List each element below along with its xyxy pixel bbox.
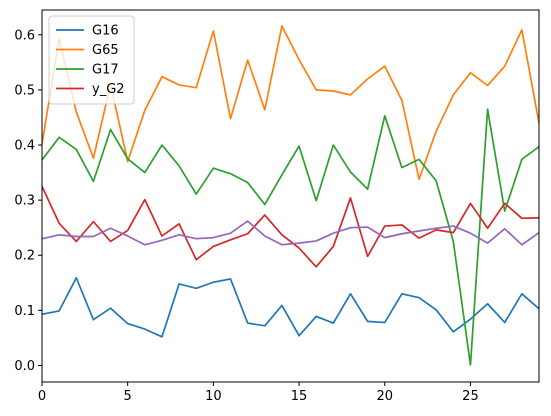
y-axis: 0.0 0.1 0.2 0.3 0.4 0.5 0.6 <box>14 28 42 374</box>
legend-label: G17 <box>92 63 119 78</box>
legend: G16 G65 G17 y_G2 <box>48 15 135 105</box>
series-line-g16 <box>42 276 539 338</box>
x-tick-label: 5 <box>124 389 132 404</box>
legend-label: G65 <box>92 43 119 58</box>
y-tick-label: 0.5 <box>14 83 35 98</box>
x-axis: 0 5 10 15 20 25 <box>38 382 479 404</box>
x-tick-label: 25 <box>462 389 479 404</box>
plot-frame <box>41 9 540 383</box>
x-tick-label: 10 <box>205 389 222 404</box>
legend-label: G16 <box>92 24 119 39</box>
x-tick-label: 0 <box>38 389 46 404</box>
y-tick-label: 0.1 <box>14 304 35 319</box>
y-tick-label: 0.6 <box>14 28 35 43</box>
x-tick-label: 20 <box>376 389 393 404</box>
y-tick-label: 0.0 <box>14 359 35 374</box>
series-line-unlabeled-4 <box>42 220 539 246</box>
series-line-g17 <box>42 108 539 366</box>
legend-box <box>48 15 135 105</box>
y-tick-label: 0.3 <box>14 194 35 209</box>
y-tick-label: 0.2 <box>14 249 35 264</box>
x-tick-label: 15 <box>291 389 308 404</box>
y-tick-label: 0.4 <box>14 139 35 154</box>
legend-label: y_G2 <box>92 82 125 97</box>
series-layer <box>42 25 539 366</box>
series-line-g65 <box>42 25 539 181</box>
